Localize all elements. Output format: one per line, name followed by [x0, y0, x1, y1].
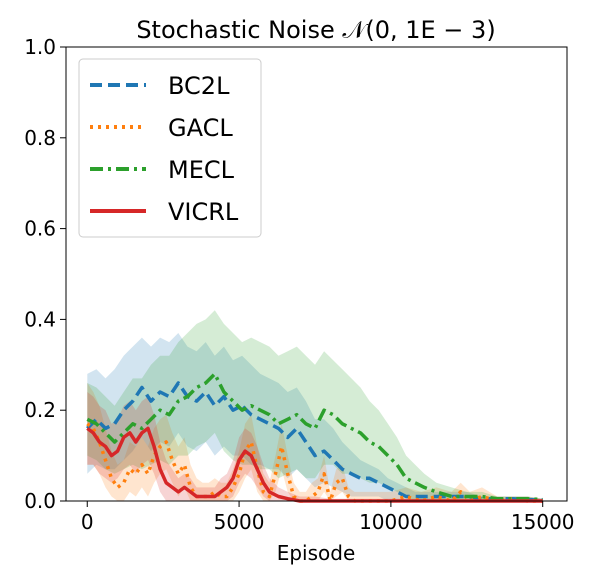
y-tick-label: 1.0	[24, 35, 56, 59]
y-tick-label: 0.2	[24, 398, 56, 422]
legend-label-vicrl: VICRL	[168, 198, 239, 226]
y-tick-label: 0.8	[24, 126, 56, 150]
series-line-bc2l	[86, 381, 543, 502]
x-tick-label: 5000	[214, 510, 265, 534]
legend-label-gacl: GACL	[168, 114, 233, 142]
chart-title: Stochastic Noise 𝒩(0, 1E − 3)	[136, 16, 495, 44]
x-axis-label: Episode	[277, 541, 356, 565]
y-tick-label: 0.6	[24, 217, 56, 241]
legend: BC2L GACL MECL VICRL	[78, 58, 262, 238]
x-tick-label: 0	[81, 510, 94, 534]
confidence-bands	[87, 310, 543, 501]
series-line-gacl	[86, 422, 543, 503]
legend-label-mecl: MECL	[168, 156, 235, 184]
x-tick-label: 15000	[511, 510, 575, 534]
band-mecl	[87, 310, 543, 501]
plot-frame	[65, 46, 568, 502]
legend-label-bc2l: BC2L	[168, 72, 230, 100]
y-tick-label: 0.4	[24, 307, 56, 331]
legend-box	[78, 58, 262, 238]
y-tick-label: 0.0	[24, 489, 56, 513]
axes: 0 5000 10000 15000 0.0 0.2 0.4 0.6 0.8 1.0	[24, 35, 574, 534]
x-tick-label: 10000	[359, 510, 423, 534]
band-gacl	[87, 383, 543, 501]
band-bc2l	[87, 333, 543, 501]
